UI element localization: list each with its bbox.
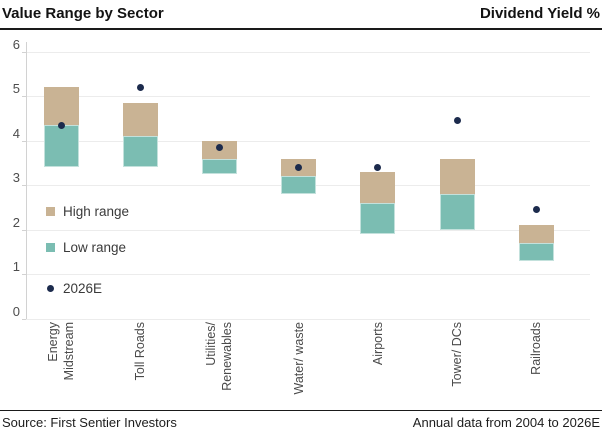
bar-segment-low-range: [281, 176, 317, 195]
axis-tick: [22, 274, 26, 276]
y-tick-label: 5: [12, 81, 20, 97]
bar-segment-high-range: [43, 87, 79, 126]
bar-segment-high-range: [122, 102, 158, 137]
x-axis-category-label: Water/ waste: [291, 322, 307, 408]
bar-segment-low-range: [43, 125, 79, 168]
x-axis-label-line: Tower/ DCs: [450, 322, 464, 387]
legend-label: 2026E: [63, 281, 103, 296]
dot-2026e: [374, 163, 382, 171]
dot-2026e: [136, 83, 144, 91]
data-range-note: Annual data from 2004 to 2026E: [412, 415, 600, 430]
legend-item-high-range: High range: [46, 204, 129, 219]
header-rule: [0, 28, 602, 30]
gridline: [26, 274, 590, 276]
x-axis-label-line: Airports: [370, 322, 385, 366]
x-axis-category-label: Tower/ DCs: [449, 322, 465, 408]
y-tick-label: 2: [12, 214, 20, 230]
bar-segment-high-range: [439, 158, 475, 195]
axis-tick: [22, 96, 26, 98]
x-axis-category-label: Utilities/Renewables: [203, 322, 235, 408]
gridline: [26, 229, 590, 231]
axis-tick: [22, 51, 26, 53]
dot-2026e: [532, 206, 540, 214]
x-axis-label-line: Water/ waste: [291, 322, 306, 395]
legend-label: Low range: [63, 240, 127, 255]
x-axis-category-label: Railroads: [528, 322, 544, 408]
axis-tick: [22, 319, 26, 320]
dot-2026e: [57, 121, 65, 129]
x-axis-label-line: Utilities/: [204, 322, 219, 366]
bar-segment-low-range: [201, 158, 237, 175]
dot-2026e: [295, 163, 303, 171]
bar-segment-low-range: [122, 136, 158, 168]
footer-rule: [0, 410, 602, 411]
y-tick-label: 3: [12, 170, 20, 186]
y-axis-line: [26, 42, 27, 319]
legend-item-2026e: 2026E: [46, 281, 102, 296]
legend-item-low-range: Low range: [46, 240, 126, 255]
gridline: [26, 319, 590, 320]
x-axis-label-line: Energy: [46, 322, 60, 362]
axis-tick: [22, 185, 26, 187]
dot-2026e: [453, 117, 461, 125]
x-axis-label-line: Midstream: [62, 322, 76, 381]
legend-label: High range: [63, 204, 130, 219]
y-tick-label: 1: [12, 259, 20, 275]
y-tick-label: 6: [12, 36, 20, 52]
x-axis-category-label: Airports: [370, 322, 386, 408]
y-tick-label: 4: [12, 125, 20, 141]
low-range-swatch-icon: [46, 243, 55, 252]
bar-segment-low-range: [439, 194, 475, 230]
x-axis-label-line: Railroads: [529, 322, 544, 375]
axis-tick: [22, 140, 26, 142]
x-axis-label-line: Renewables: [220, 322, 235, 391]
high-range-swatch-icon: [46, 207, 55, 216]
bar-segment-low-range: [518, 243, 554, 262]
axis-tick: [22, 229, 26, 231]
x-axis-category-label: Toll Roads: [132, 322, 148, 408]
y-tick-label: 0: [12, 304, 20, 319]
x-axis-category-label: Energy Midstream: [45, 322, 77, 408]
bar-segment-high-range: [518, 225, 554, 244]
dot-2026e: [215, 143, 223, 151]
chart-title: Value Range by Sector: [2, 5, 164, 22]
bar-segment-high-range: [360, 171, 396, 204]
gridline: [26, 51, 590, 53]
x-axis-label-line: Toll Roads: [133, 322, 148, 381]
source-note: Source: First Sentier Investors: [2, 415, 177, 430]
bar-segment-low-range: [360, 203, 396, 235]
y-axis-unit-label: Dividend Yield %: [479, 5, 600, 22]
gridline: [26, 140, 590, 142]
dot-2026e-swatch-icon: [47, 285, 54, 292]
gridline: [26, 96, 590, 98]
